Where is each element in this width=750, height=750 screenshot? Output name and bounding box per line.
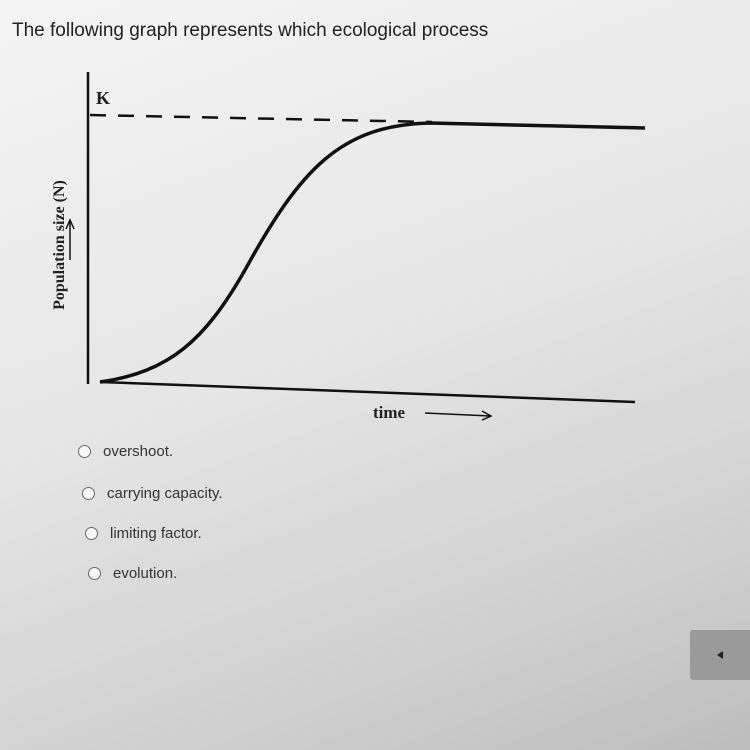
y-arrow-head	[65, 218, 75, 230]
radio-button[interactable]	[82, 487, 95, 500]
x-arrow	[424, 412, 491, 417]
option-label[interactable]: limiting factor.	[110, 525, 202, 542]
nav-icon	[717, 651, 723, 659]
option[interactable]: limiting factor.	[85, 525, 202, 542]
option[interactable]: carrying capacity.	[82, 485, 223, 502]
radio-button[interactable]	[85, 527, 98, 540]
option-label[interactable]: carrying capacity.	[107, 485, 223, 502]
graph: K Population size (N) time	[51, 72, 646, 422]
x-axis-label: time	[373, 403, 406, 422]
k-label: K	[96, 88, 110, 108]
y-axis-label: Population size (N)	[51, 180, 68, 310]
option[interactable]: overshoot.	[78, 443, 173, 460]
growth-curve	[99, 121, 646, 384]
question-text: The following graph represents which eco…	[12, 20, 489, 41]
x-arrow-head	[481, 410, 493, 421]
option-label[interactable]: overshoot.	[103, 443, 174, 460]
radio-button[interactable]	[88, 567, 101, 580]
nav-button[interactable]	[690, 630, 750, 680]
carrying-capacity-line	[89, 113, 433, 124]
radio-button[interactable]	[78, 445, 91, 458]
x-axis	[99, 380, 636, 404]
option[interactable]: evolution.	[88, 565, 177, 582]
option-label[interactable]: evolution.	[113, 565, 178, 582]
